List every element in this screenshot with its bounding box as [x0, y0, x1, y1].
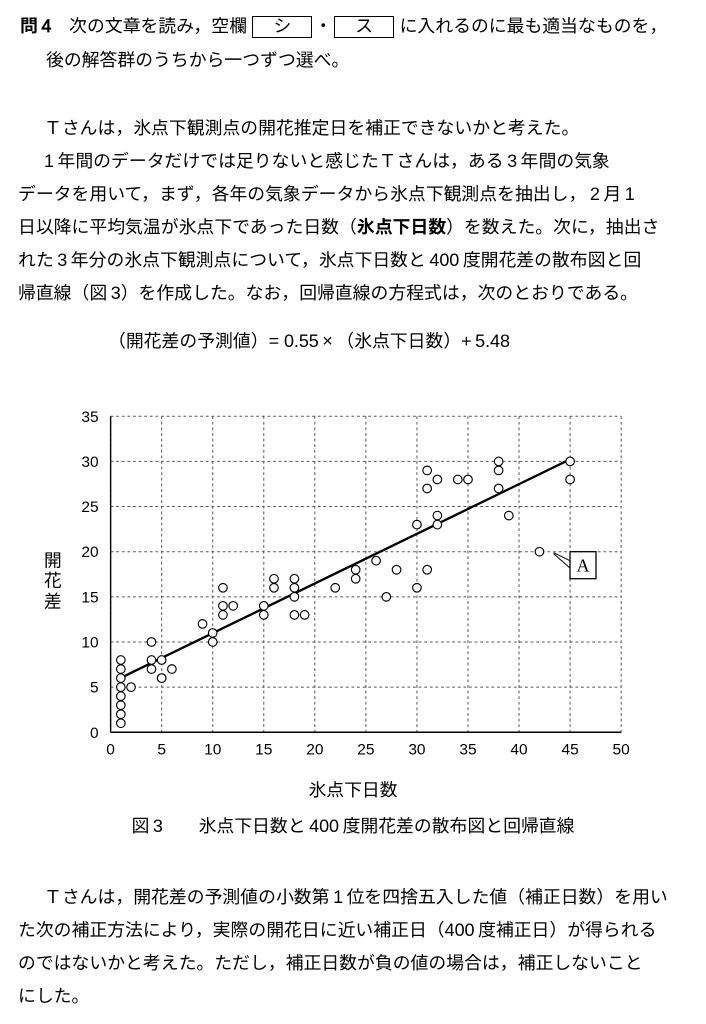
svg-text:30: 30	[81, 454, 99, 471]
svg-text:25: 25	[81, 499, 99, 516]
svg-text:30: 30	[408, 741, 426, 758]
svg-text:10: 10	[204, 741, 222, 758]
svg-text:35: 35	[81, 409, 99, 426]
svg-text:40: 40	[510, 741, 528, 758]
svg-text:20: 20	[306, 741, 324, 758]
svg-text:25: 25	[357, 741, 375, 758]
svg-text:0: 0	[106, 741, 115, 758]
svg-text:A: A	[577, 556, 590, 576]
svg-text:0: 0	[90, 725, 99, 742]
svg-text:35: 35	[459, 741, 477, 758]
svg-text:15: 15	[81, 589, 99, 606]
svg-text:45: 45	[561, 741, 579, 758]
svg-text:5: 5	[157, 741, 166, 758]
svg-text:50: 50	[613, 741, 631, 758]
svg-text:20: 20	[81, 544, 99, 561]
svg-text:15: 15	[255, 741, 273, 758]
svg-text:5: 5	[90, 680, 99, 697]
svg-text:10: 10	[81, 634, 99, 651]
